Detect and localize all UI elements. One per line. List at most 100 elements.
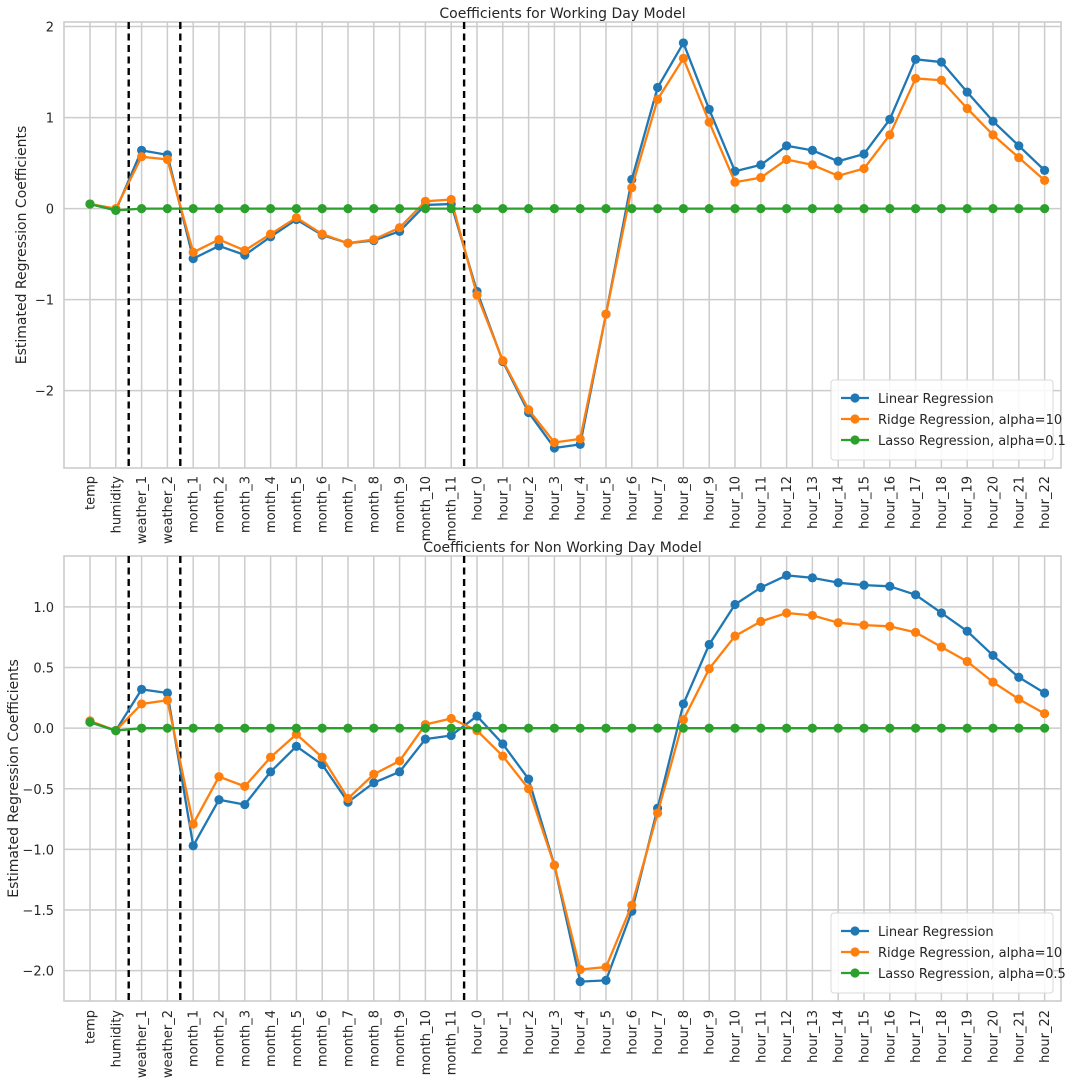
x-tick-label: hour_18	[935, 476, 950, 529]
data-point	[472, 290, 482, 300]
data-point	[137, 684, 147, 694]
data-point	[756, 203, 766, 214]
data-point	[188, 841, 198, 851]
x-tick-label: hour_6	[625, 476, 640, 521]
data-point	[782, 141, 792, 151]
x-tick-label: hour_5	[600, 1010, 615, 1055]
x-tick-label: hour_22	[1038, 1010, 1053, 1063]
data-point	[317, 752, 327, 762]
legend-marker	[850, 968, 860, 978]
data-point	[291, 723, 301, 733]
series-1	[85, 570, 1050, 987]
data-point	[627, 900, 637, 910]
data-point	[498, 203, 508, 214]
x-tick-label: hour_4	[574, 1010, 589, 1055]
data-point	[1014, 153, 1024, 163]
data-point	[343, 238, 353, 248]
data-point	[704, 723, 714, 733]
data-point	[369, 778, 379, 788]
data-point	[266, 203, 276, 214]
legend-box	[830, 379, 1054, 461]
data-point	[704, 203, 714, 214]
data-point	[524, 723, 534, 733]
x-tick-label: hour_18	[935, 1010, 950, 1063]
data-point	[782, 570, 792, 581]
data-point	[162, 723, 172, 733]
data-point	[446, 730, 456, 741]
data-point	[730, 203, 740, 214]
data-point	[782, 203, 792, 214]
data-point	[162, 695, 172, 705]
y-tick-label: −1.5	[22, 904, 54, 919]
x-tick-label: hour_10	[729, 476, 744, 529]
legend-marker	[850, 435, 860, 445]
series-line	[89, 721, 1045, 732]
data-point	[472, 711, 482, 721]
data-point	[188, 247, 198, 257]
data-point	[369, 723, 379, 733]
data-point	[137, 203, 147, 214]
plot-frame	[63, 21, 1062, 469]
data-point	[653, 723, 663, 733]
data-point	[653, 203, 663, 214]
data-point	[137, 699, 147, 709]
data-point	[936, 203, 947, 214]
y-tick-label: 0.0	[33, 722, 54, 737]
x-tick-label: month_3	[238, 1010, 253, 1067]
y-axis-label: Estimated Regression Coefficients	[6, 659, 22, 898]
data-point	[859, 580, 869, 590]
data-point	[446, 203, 456, 214]
data-point	[730, 166, 740, 176]
data-point	[730, 599, 740, 610]
x-tick-label: month_4	[264, 476, 279, 533]
data-point	[653, 94, 663, 104]
legend-label: Linear Regression	[878, 392, 994, 407]
data-point	[601, 203, 611, 214]
data-point	[317, 203, 327, 214]
data-point	[730, 723, 740, 733]
data-point	[859, 620, 869, 630]
y-tick-label: 0	[46, 203, 54, 218]
legend: Linear Regression Ridge Regression, alpha…	[830, 912, 1066, 994]
data-point	[782, 723, 792, 733]
data-point	[524, 405, 534, 415]
data-point	[240, 799, 250, 810]
x-tick-label: hour_11	[754, 1010, 769, 1063]
data-point	[833, 171, 843, 181]
x-tick-label: month_10	[419, 1010, 434, 1075]
data-point	[524, 203, 534, 214]
x-tick-label: temp	[84, 476, 99, 510]
x-tick-label: hour_2	[522, 1010, 537, 1055]
data-point	[111, 726, 121, 736]
data-point	[549, 437, 560, 448]
data-point	[885, 723, 895, 733]
x-tick-label: hour_4	[574, 476, 589, 521]
x-tick-label: hour_14	[832, 1010, 847, 1063]
data-point	[962, 723, 972, 733]
data-point	[601, 309, 611, 319]
data-point	[704, 117, 714, 127]
legend-label: Linear Regression	[878, 925, 994, 940]
data-point	[111, 205, 121, 216]
x-tick-label: hour_21	[1012, 476, 1027, 529]
data-point	[291, 213, 301, 223]
data-point	[807, 203, 818, 214]
data-point	[395, 223, 405, 233]
y-tick-label: 1	[46, 112, 54, 127]
data-point	[549, 860, 560, 870]
x-tick-label: hour_16	[883, 1010, 898, 1063]
x-tick-label: month_7	[342, 476, 357, 533]
data-point	[833, 723, 843, 733]
data-point	[627, 183, 637, 193]
data-point	[549, 723, 560, 733]
data-point	[704, 664, 714, 674]
data-point	[498, 355, 508, 366]
x-tick-label: hour_13	[806, 476, 821, 529]
data-point	[807, 610, 818, 621]
legend-label: Lasso Regression, alpha=0.1	[878, 434, 1066, 449]
data-point	[188, 819, 198, 829]
data-point	[911, 73, 921, 84]
data-point	[885, 203, 895, 214]
x-tick-label: weather_1	[135, 1010, 150, 1078]
data-point	[137, 145, 147, 155]
